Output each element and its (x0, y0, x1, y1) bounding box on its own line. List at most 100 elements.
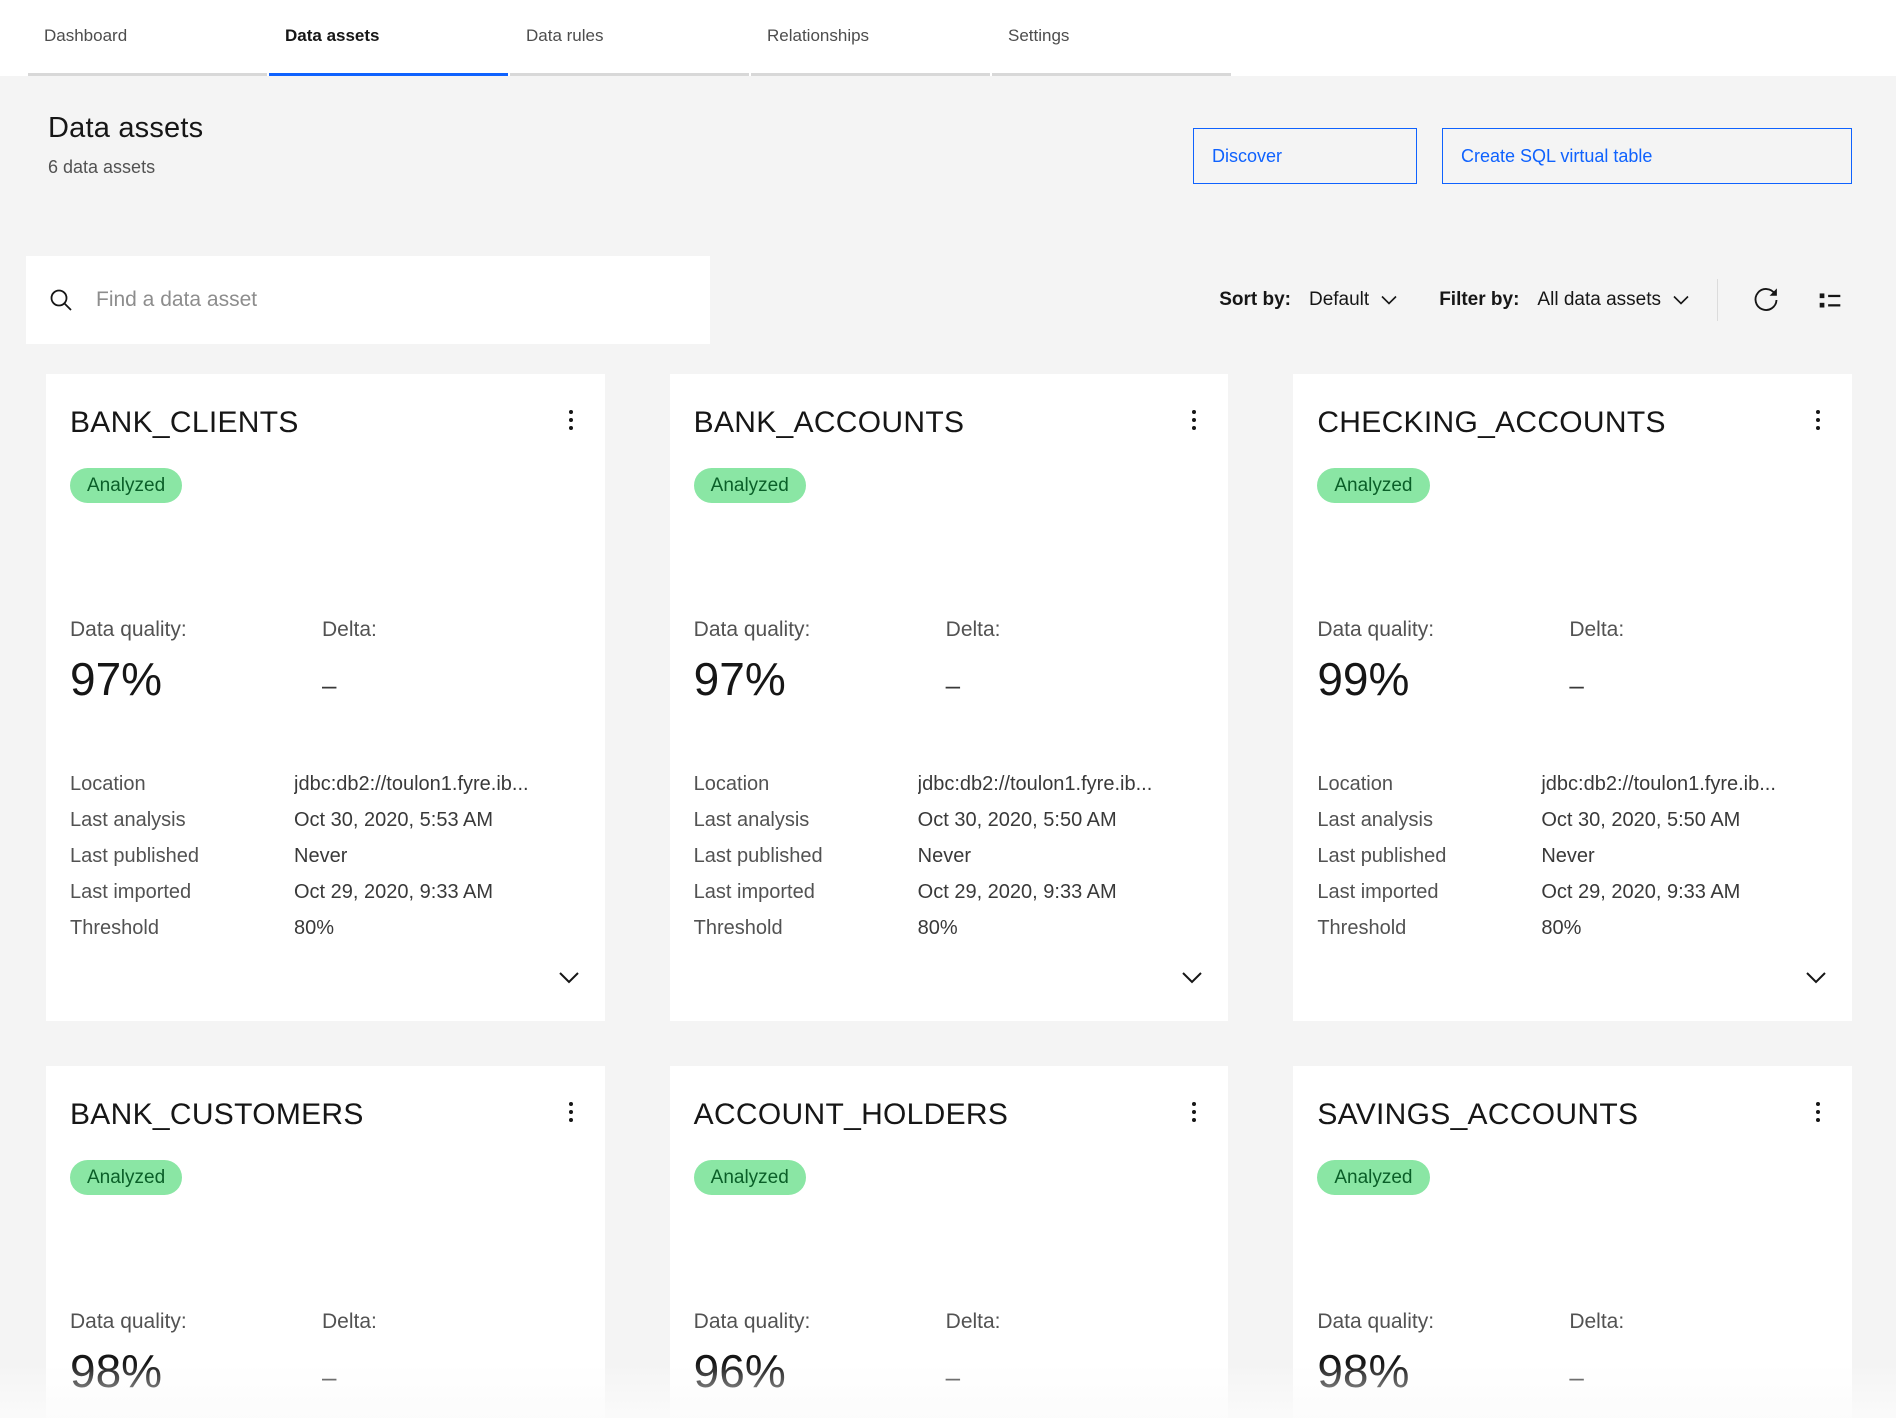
last-analysis-value: Oct 30, 2020, 5:50 AM (1541, 809, 1741, 831)
filter-dropdown[interactable]: All data assets (1537, 289, 1661, 310)
meta-row-threshold: Threshold 80% (1317, 910, 1834, 946)
last-imported-value: Oct 29, 2020, 9:33 AM (294, 881, 494, 903)
location-value: jdbc:db2://toulon1.fyre.ib... (917, 773, 1153, 795)
overflow-menu-icon[interactable] (551, 400, 591, 440)
meta-row-location: Location jdbc:db2://toulon1.fyre.ib... (1317, 766, 1834, 802)
delta-label: Delta: (1569, 1310, 1625, 1333)
status-badge: Analyzed (70, 1160, 183, 1195)
overflow-menu-icon[interactable] (1174, 1092, 1214, 1132)
tab-relationships[interactable]: Relationships (751, 0, 990, 76)
tab-data-assets[interactable]: Data assets (269, 0, 508, 76)
asset-count: 6 data assets (48, 157, 156, 177)
delta-value: – (945, 670, 961, 700)
sort-chevron-down-icon[interactable] (1381, 295, 1397, 305)
last-published-label: Last published (1317, 845, 1447, 867)
last-analysis-label: Last analysis (693, 809, 810, 831)
threshold-label: Threshold (693, 917, 783, 939)
tab-data-rules[interactable]: Data rules (510, 0, 749, 76)
tab-bar: Dashboard Data assets Data rules Relatio… (0, 0, 1896, 76)
delta-value: – (322, 1362, 337, 1392)
data-quality-label: Data quality: (70, 1310, 187, 1333)
overflow-menu-icon[interactable] (551, 1092, 591, 1132)
overflow-menu-icon[interactable] (1798, 1092, 1838, 1132)
data-quality-label: Data quality: (70, 618, 187, 641)
data-asset-card[interactable]: ACCOUNT_HOLDERS Analyzed Data quality: 9… (669, 1066, 1229, 1418)
delta-value: – (945, 1362, 961, 1392)
search-icon (50, 289, 72, 311)
status-badge: Analyzed (1317, 468, 1430, 503)
meta-row-last-analysis: Last analysis Oct 30, 2020, 5:50 AM (694, 802, 1211, 838)
discover-button[interactable]: Discover (1193, 128, 1417, 184)
last-analysis-value: Oct 30, 2020, 5:50 AM (917, 809, 1117, 831)
last-analysis-label: Last analysis (70, 809, 186, 831)
data-asset-card[interactable]: BANK_CLIENTS Analyzed Data quality: 97% … (46, 374, 605, 1021)
location-value: jdbc:db2://toulon1.fyre.ib... (1541, 773, 1776, 795)
sort-filter-controls: Sort by: Default Filter by: All data ass… (1219, 278, 1852, 322)
data-quality-value: 97% (693, 653, 786, 705)
sort-dropdown[interactable]: Default (1308, 289, 1370, 310)
asset-title: BANK_ACCOUNTS (693, 406, 965, 439)
meta-row-last-imported: Last imported Oct 29, 2020, 9:33 AM (70, 874, 587, 910)
expand-chevron-down-icon[interactable] (1796, 961, 1836, 993)
data-asset-card[interactable]: SAVINGS_ACCOUNTS Analyzed Data quality: … (1293, 1066, 1852, 1418)
data-quality-value: 98% (1317, 1345, 1410, 1397)
data-quality-label: Data quality: (693, 1310, 811, 1333)
data-quality-label: Data quality: (693, 618, 811, 641)
delta-label: Delta: (322, 618, 377, 641)
page-header: Data assets 6 data assets Discover Creat… (0, 76, 1896, 184)
overflow-menu-icon[interactable] (1798, 400, 1838, 440)
last-published-value: Never (917, 845, 972, 867)
meta-row-last-analysis: Last analysis Oct 30, 2020, 5:50 AM (1317, 802, 1834, 838)
last-analysis-label: Last analysis (1317, 809, 1433, 831)
tab-dashboard[interactable]: Dashboard (28, 0, 267, 76)
search-box (26, 256, 710, 344)
meta-row-location: Location jdbc:db2://toulon1.fyre.ib... (694, 766, 1211, 802)
expand-chevron-down-icon[interactable] (549, 961, 589, 993)
data-quality-value: 98% (70, 1345, 163, 1397)
data-quality-value: 99% (1317, 653, 1410, 705)
status-badge: Analyzed (70, 468, 183, 503)
meta-row-location: Location jdbc:db2://toulon1.fyre.ib... (70, 766, 587, 802)
asset-metadata: Location jdbc:db2://toulon1.fyre.ib... L… (1317, 766, 1834, 946)
overflow-menu-icon[interactable] (1174, 400, 1214, 440)
threshold-label: Threshold (70, 917, 159, 939)
search-input[interactable] (96, 288, 690, 312)
expand-chevron-down-icon[interactable] (1172, 961, 1212, 993)
location-label: Location (1317, 773, 1393, 795)
meta-row-last-analysis: Last analysis Oct 30, 2020, 5:53 AM (70, 802, 587, 838)
threshold-value: 80% (294, 917, 335, 939)
sort-by-label: Sort by: (1219, 289, 1291, 310)
filter-by-label: Filter by: (1439, 289, 1520, 310)
data-asset-card[interactable]: BANK_CUSTOMERS Analyzed Data quality: 98… (46, 1066, 605, 1418)
last-published-value: Never (294, 845, 348, 867)
threshold-label: Threshold (1317, 917, 1407, 939)
data-asset-card[interactable]: BANK_ACCOUNTS Analyzed Data quality: 97%… (669, 374, 1229, 1021)
tab-settings[interactable]: Settings (992, 0, 1231, 76)
last-analysis-value: Oct 30, 2020, 5:53 AM (294, 809, 494, 831)
filter-chevron-down-icon[interactable] (1673, 295, 1689, 305)
last-imported-value: Oct 29, 2020, 9:33 AM (917, 881, 1117, 903)
cards-grid: BANK_CLIENTS Analyzed Data quality: 97% … (46, 374, 1852, 1418)
tab-label: Settings (1008, 25, 1070, 45)
data-quality-label: Data quality: (1317, 618, 1435, 641)
create-sql-virtual-table-button[interactable]: Create SQL virtual table (1442, 128, 1852, 184)
meta-row-last-published: Last published Never (70, 838, 587, 874)
data-quality-label: Data quality: (1317, 1310, 1435, 1333)
data-asset-card[interactable]: CHECKING_ACCOUNTS Analyzed Data quality:… (1293, 374, 1852, 1021)
page-title: Data assets (48, 112, 204, 144)
data-quality-value: 96% (693, 1345, 786, 1397)
page-title-block: Data assets 6 data assets (48, 112, 203, 184)
delta-label: Delta: (945, 1310, 1001, 1333)
meta-row-last-imported: Last imported Oct 29, 2020, 9:33 AM (694, 874, 1211, 910)
delta-value: – (1569, 1362, 1584, 1392)
asset-title: BANK_CLIENTS (70, 406, 299, 439)
list-view-icon[interactable] (1808, 278, 1852, 322)
delta-label: Delta: (945, 618, 1001, 641)
meta-row-last-imported: Last imported Oct 29, 2020, 9:33 AM (1317, 874, 1834, 910)
refresh-icon[interactable] (1744, 278, 1788, 322)
asset-title: ACCOUNT_HOLDERS (693, 1098, 1009, 1131)
location-label: Location (70, 773, 146, 795)
tab-label: Dashboard (44, 25, 128, 45)
status-badge: Analyzed (693, 468, 806, 503)
tab-label: Relationships (767, 25, 870, 45)
